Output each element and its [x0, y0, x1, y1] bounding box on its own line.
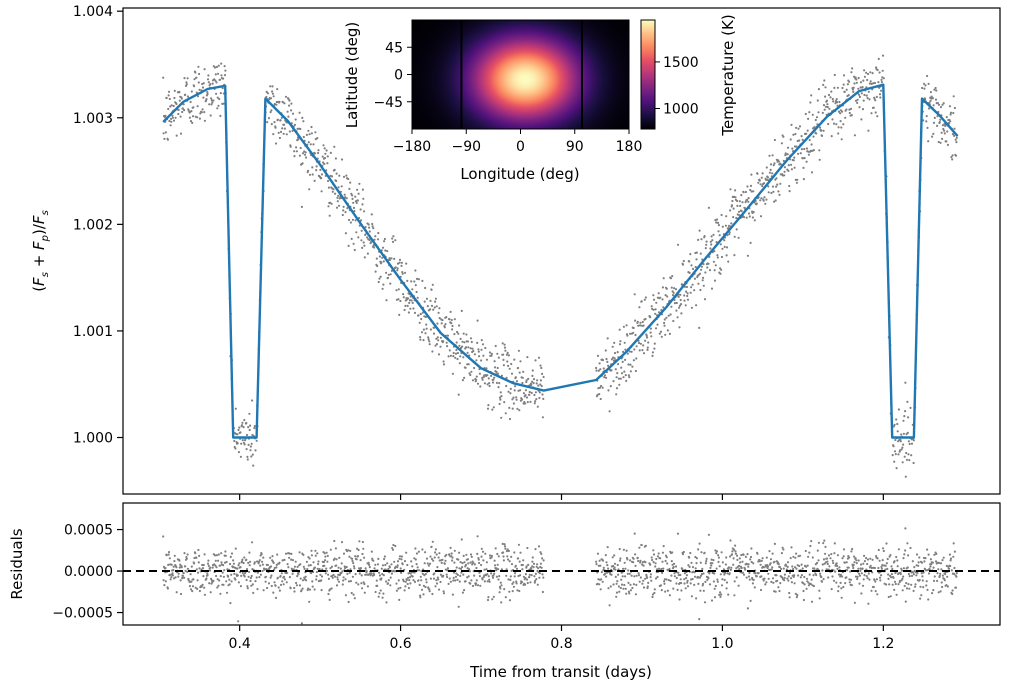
- residuals-y-axis-ticks: −0.0005 0.0000 0.0005: [52, 523, 123, 622]
- inset-temperature-map: −180 −90 0 90 180 45 0 −45 Longitude (deg) Lat…: [343, 14, 737, 183]
- x-axis-label: Time from transit (days): [469, 663, 652, 681]
- residuals-panel: −0.0005 0.0000 0.0005 0.4 0.6 0.8 1.0 1.2 Resi…: [8, 502, 1001, 681]
- x-tick-label: 0.8: [550, 636, 572, 652]
- main-scatter-marks: [162, 54, 959, 478]
- residuals-y-tick-label: −0.0005: [52, 606, 113, 622]
- inset-y-axis-ticks: 45 0 −45: [373, 40, 412, 111]
- residuals-y-tick-label: 0.0000: [64, 564, 113, 580]
- residuals-y-tick-label: 0.0005: [64, 523, 113, 539]
- inset-x-tick-label: −180: [393, 139, 431, 155]
- x-tick-label: 0.4: [229, 636, 251, 652]
- inset-x-tick-label: 180: [616, 139, 643, 155]
- colorbar-label: Temperature (K): [719, 14, 737, 136]
- inset-x-tick-label: 90: [566, 139, 584, 155]
- inset-x-tick-label: −90: [451, 139, 481, 155]
- inset-heatmap-image: [412, 20, 629, 129]
- colorbar-tick-label: 1500: [663, 55, 699, 71]
- x-tick-label: 1.0: [711, 636, 733, 652]
- main-y-tick-label: 1.000: [73, 431, 113, 447]
- main-y-tick-label: 1.003: [73, 111, 113, 127]
- main-data-points: [162, 54, 959, 478]
- inset-y-axis-label: Latitude (deg): [343, 22, 361, 128]
- residual-scatter-marks: [162, 527, 959, 625]
- main-y-tick-label: 1.001: [73, 324, 113, 340]
- main-y-axis-label: (Fs + Fp)/Fs: [30, 210, 51, 292]
- main-panel: 1.000 1.001 1.002 1.003 1.004 (Fs + Fp)/Fs: [30, 4, 1001, 500]
- colorbar-frame: [640, 19, 656, 130]
- residual-data-points: [162, 527, 959, 625]
- inset-x-tick-label: 0: [516, 139, 525, 155]
- residuals-x-axis-ticks: 0.4 0.6 0.8 1.0 1.2: [229, 625, 894, 652]
- model-curve: [162, 83, 959, 439]
- x-tick-label: 0.6: [389, 636, 411, 652]
- inset-y-tick-label: −45: [373, 95, 403, 111]
- inset-y-tick-label: 45: [385, 40, 403, 56]
- x-tick-label: 1.2: [872, 636, 894, 652]
- inset-x-axis-label: Longitude (deg): [460, 165, 579, 183]
- colorbar-ticks: 1000 1500: [655, 55, 699, 118]
- inset-y-tick-label: 0: [394, 68, 403, 84]
- main-y-tick-label: 1.004: [73, 4, 113, 20]
- main-x-axis-ticks: [239, 494, 884, 500]
- inset-x-axis-ticks: −180 −90 0 90 180: [393, 129, 643, 155]
- colorbar-tick-label: 1000: [663, 102, 699, 118]
- colorbar-gradient: [641, 20, 655, 129]
- day-edge-lines: [460, 20, 583, 129]
- residuals-y-axis-label: Residuals: [8, 528, 26, 599]
- main-y-tick-label: 1.002: [73, 217, 113, 233]
- main-y-axis-ticks: 1.000 1.001 1.002 1.003 1.004: [73, 4, 123, 447]
